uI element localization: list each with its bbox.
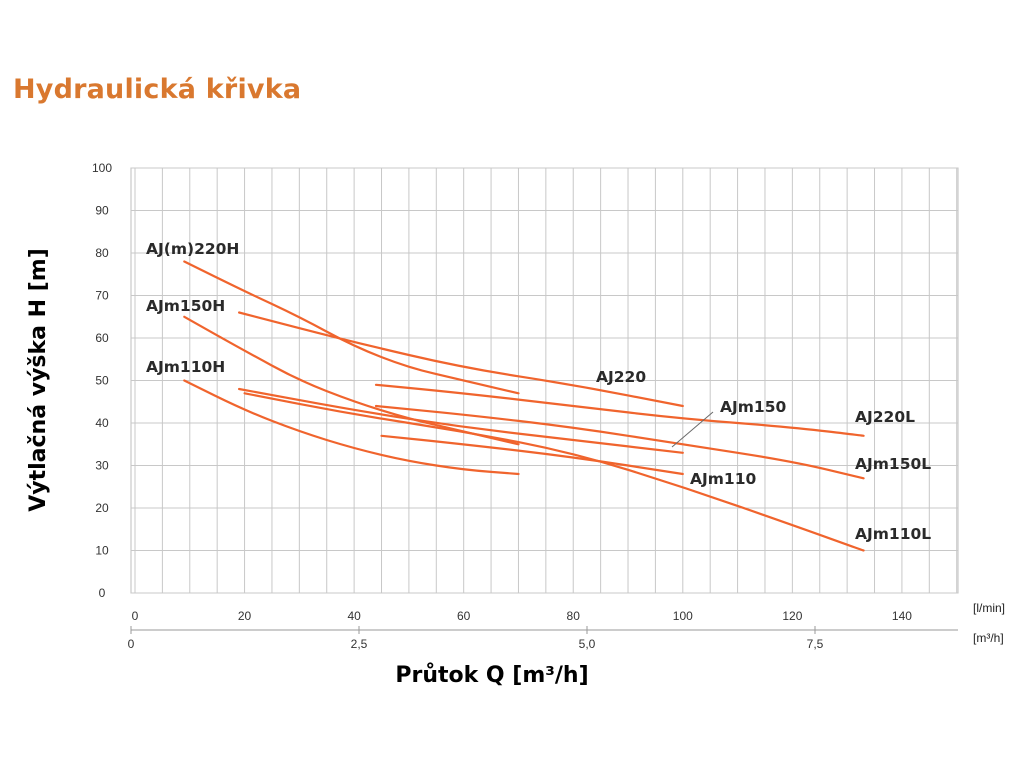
y-tick-label: 70 <box>95 289 109 303</box>
x-tick-label-m3h: 7,5 <box>807 637 824 651</box>
x-tick-label-lmin: 100 <box>673 609 693 623</box>
y-tick-label: 80 <box>95 246 109 260</box>
curve-ajm150l <box>374 404 865 480</box>
y-tick-label: 50 <box>95 374 109 388</box>
curve-label: AJm110 <box>690 470 756 488</box>
y-axis-title: Výtlačná výška H [m] <box>26 248 51 512</box>
chart-curves <box>183 260 865 552</box>
curve-ajm110 <box>380 434 684 476</box>
chart-ticks: 0 10 20 30 40 50 60 70 80 90 100 0 20 40 60 80 100 120 140… <box>92 161 912 651</box>
curve-ajm110h <box>183 379 520 476</box>
page-title: Hydraulická křivka <box>13 74 302 105</box>
y-tick-label: 40 <box>95 416 109 430</box>
curve-label: AJm150L <box>855 455 931 473</box>
x-axis-title: Průtok Q [m³/h] <box>395 663 588 688</box>
chart-curve-labels: AJ(m)220H AJm150H AJm110H AJ220 AJm150 AJm110… <box>146 240 931 543</box>
curve-label: AJ(m)220H <box>146 240 239 258</box>
x-tick-label-m3h: 0 <box>128 637 135 651</box>
y-tick-label: 90 <box>95 204 109 218</box>
curve-label: AJm110H <box>146 358 225 376</box>
curve-label: AJm150 <box>720 398 786 416</box>
x-tick-label-m3h: 2,5 <box>351 637 368 651</box>
x-tick-label-lmin: 0 <box>132 609 139 623</box>
x-tick-label-lmin: 140 <box>892 609 912 623</box>
label-leader-line <box>671 411 714 448</box>
x-tick-label-lmin: 120 <box>782 609 802 623</box>
curve-label: AJm150H <box>146 297 225 315</box>
curve-ajm150 <box>238 387 684 454</box>
x-unit-lmin: [l/min] <box>973 601 1005 615</box>
x-tick-label-m3h: 5,0 <box>579 637 596 651</box>
x-tick-label-lmin: 40 <box>347 609 361 623</box>
y-tick-label: 30 <box>95 459 109 473</box>
x-tick-label-lmin: 60 <box>457 609 471 623</box>
y-tick-label: 10 <box>95 544 109 558</box>
curve-label: AJm110L <box>855 525 931 543</box>
x-unit-m3h: [m³/h] <box>973 631 1004 645</box>
y-tick-label: 20 <box>95 501 109 515</box>
y-tick-label: 60 <box>95 331 109 345</box>
curve-ajm110l <box>243 392 865 552</box>
y-tick-label: 100 <box>92 161 112 175</box>
y-tick-label: 0 <box>99 586 106 600</box>
x-tick-label-lmin: 20 <box>238 609 252 623</box>
curve-label: AJ220L <box>855 408 915 426</box>
curve-aj220 <box>238 311 684 408</box>
curve-aj-m-220h <box>183 260 520 395</box>
curve-label: AJ220 <box>596 368 646 386</box>
x-tick-label-lmin: 80 <box>567 609 581 623</box>
curve-aj220l <box>374 383 865 437</box>
